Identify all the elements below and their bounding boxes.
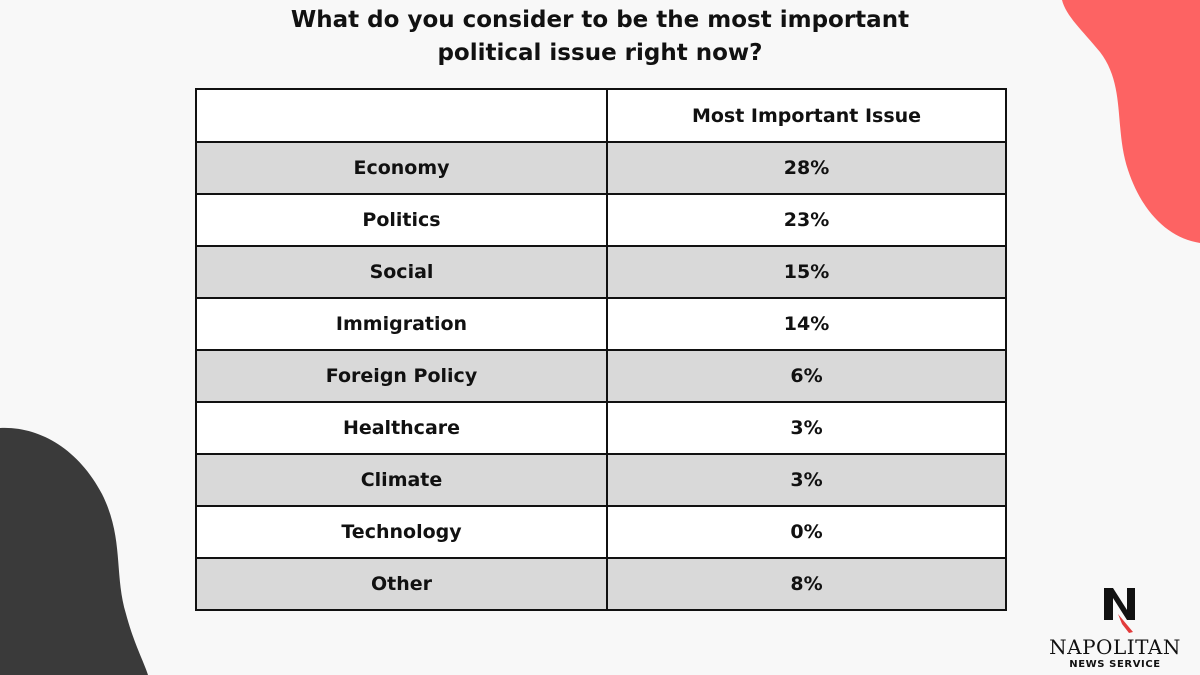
issue-value: 23%	[606, 193, 1007, 247]
title-line-2: political issue right now?	[437, 40, 763, 66]
issue-value: 15%	[606, 245, 1007, 299]
logo-subtitle: NEWS SERVICE	[1069, 659, 1161, 670]
results-table: Most Important Issue Economy 28% Politic…	[195, 88, 1007, 611]
issue-label: Politics	[195, 193, 608, 247]
issue-label: Healthcare	[195, 401, 608, 455]
table-row: Foreign Policy 6%	[195, 349, 1007, 403]
issue-label: Foreign Policy	[195, 349, 608, 403]
issue-label: Other	[195, 557, 608, 611]
issue-label: Economy	[195, 141, 608, 195]
table-row: Technology 0%	[195, 505, 1007, 559]
logo-name: NAPOLITAN	[1049, 635, 1181, 659]
dark-blob-shape	[0, 427, 148, 675]
napolitan-n-icon	[1104, 588, 1135, 633]
table-row: Economy 28%	[195, 141, 1007, 195]
issue-label: Immigration	[195, 297, 608, 351]
issue-value: 8%	[606, 557, 1007, 611]
header-cell-empty	[195, 88, 608, 143]
header-cell-most-important-issue: Most Important Issue	[606, 88, 1007, 143]
issue-label: Technology	[195, 505, 608, 559]
coral-blob-shape	[1062, 0, 1200, 243]
table-header-row: Most Important Issue	[195, 88, 1007, 143]
issue-value: 14%	[606, 297, 1007, 351]
napolitan-logo: NAPOLITAN NEWS SERVICE	[1040, 580, 1200, 675]
title-line-1: What do you consider to be the most impo…	[290, 7, 910, 33]
issue-value: 28%	[606, 141, 1007, 195]
results-table-container: Most Important Issue Economy 28% Politic…	[195, 88, 1007, 611]
issue-value: 3%	[606, 453, 1007, 507]
table-row: Politics 23%	[195, 193, 1007, 247]
table-row: Other 8%	[195, 557, 1007, 611]
issue-value: 6%	[606, 349, 1007, 403]
table-row: Immigration 14%	[195, 297, 1007, 351]
table-row: Climate 3%	[195, 453, 1007, 507]
issue-value: 3%	[606, 401, 1007, 455]
chart-title: What do you consider to be the most impo…	[0, 4, 1200, 70]
table-row: Social 15%	[195, 245, 1007, 299]
issue-value: 0%	[606, 505, 1007, 559]
table-row: Healthcare 3%	[195, 401, 1007, 455]
issue-label: Social	[195, 245, 608, 299]
issue-label: Climate	[195, 453, 608, 507]
